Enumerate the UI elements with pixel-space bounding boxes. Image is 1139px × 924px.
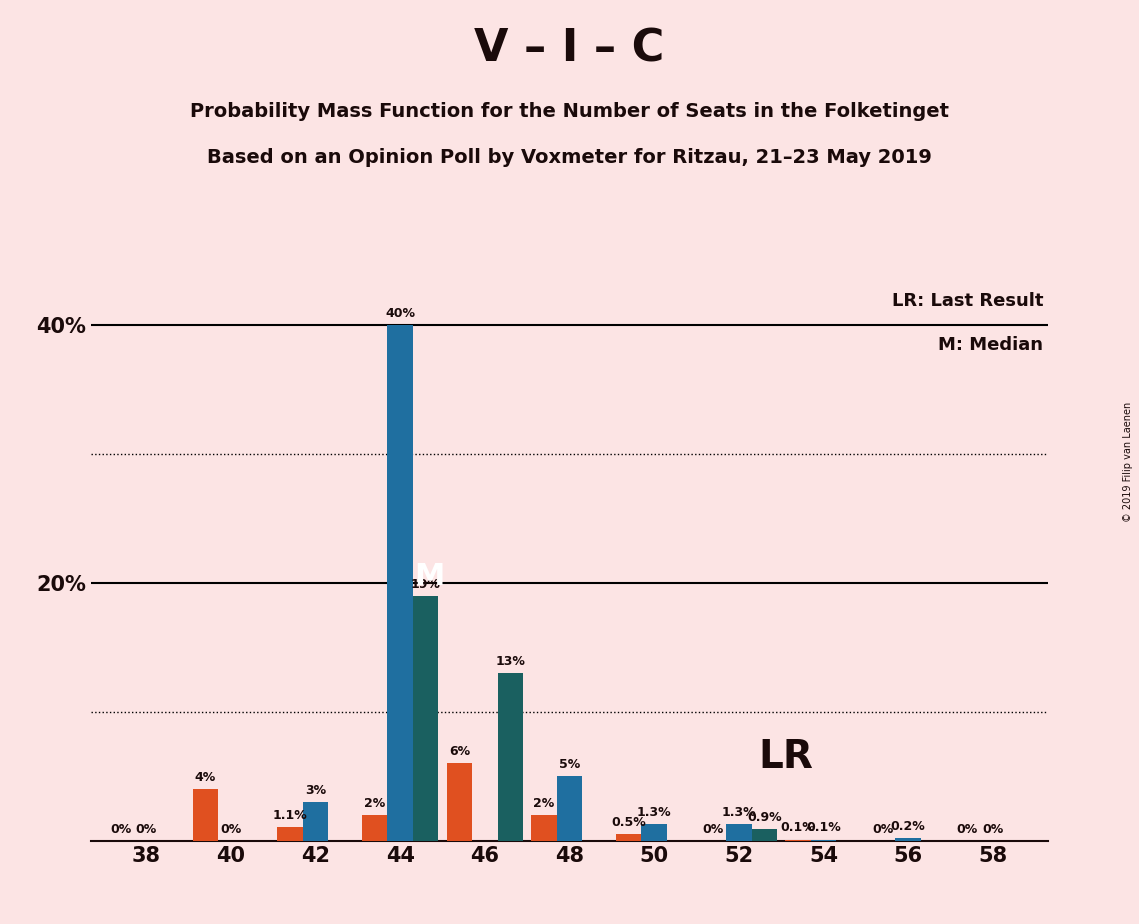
Bar xyxy=(641,824,666,841)
Text: 2%: 2% xyxy=(533,796,555,810)
Bar xyxy=(387,325,412,841)
Text: 0%: 0% xyxy=(136,822,157,835)
Text: M: M xyxy=(415,562,445,591)
Text: 1.3%: 1.3% xyxy=(637,806,672,819)
Text: 0.1%: 0.1% xyxy=(806,821,841,834)
Bar xyxy=(727,824,752,841)
Bar xyxy=(278,827,303,841)
Text: 0%: 0% xyxy=(872,822,893,835)
Text: 19%: 19% xyxy=(411,578,441,590)
Bar xyxy=(446,763,473,841)
Text: 0.9%: 0.9% xyxy=(747,811,781,824)
Text: 13%: 13% xyxy=(495,655,525,668)
Bar xyxy=(811,840,836,841)
Text: M: Median: M: Median xyxy=(939,336,1043,354)
Text: Based on an Opinion Poll by Voxmeter for Ritzau, 21–23 May 2019: Based on an Opinion Poll by Voxmeter for… xyxy=(207,148,932,167)
Bar xyxy=(616,834,641,841)
Text: LR: Last Result: LR: Last Result xyxy=(892,292,1043,310)
Bar xyxy=(557,776,582,841)
Text: V – I – C: V – I – C xyxy=(474,28,665,71)
Text: 3%: 3% xyxy=(305,784,326,797)
Text: Probability Mass Function for the Number of Seats in the Folketinget: Probability Mass Function for the Number… xyxy=(190,102,949,121)
Bar xyxy=(412,596,439,841)
Text: 0%: 0% xyxy=(220,822,241,835)
Text: 0%: 0% xyxy=(982,822,1003,835)
Text: 0%: 0% xyxy=(703,822,724,835)
Bar xyxy=(532,815,557,841)
Text: LR: LR xyxy=(757,738,813,776)
Bar xyxy=(498,674,523,841)
Bar xyxy=(895,838,920,841)
Text: 5%: 5% xyxy=(559,759,580,772)
Text: 40%: 40% xyxy=(385,307,415,320)
Text: © 2019 Filip van Laenen: © 2019 Filip van Laenen xyxy=(1123,402,1133,522)
Text: 0.1%: 0.1% xyxy=(780,821,816,834)
Text: 0.2%: 0.2% xyxy=(891,821,926,833)
Text: 6%: 6% xyxy=(449,746,470,759)
Text: 0.5%: 0.5% xyxy=(612,816,646,829)
Bar xyxy=(786,840,811,841)
Bar xyxy=(752,829,777,841)
Text: 2%: 2% xyxy=(364,796,385,810)
Bar xyxy=(362,815,387,841)
Text: 0%: 0% xyxy=(110,822,131,835)
Text: 0%: 0% xyxy=(957,822,978,835)
Text: 1.3%: 1.3% xyxy=(721,806,756,819)
Bar xyxy=(192,789,219,841)
Bar xyxy=(303,802,328,841)
Text: 1.1%: 1.1% xyxy=(272,808,308,821)
Text: 4%: 4% xyxy=(195,772,216,784)
